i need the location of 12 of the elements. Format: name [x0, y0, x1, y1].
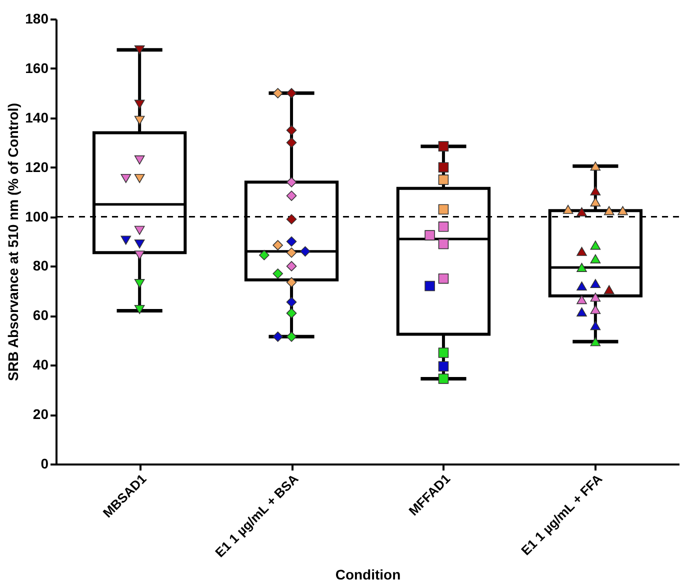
y-tick-label: 20 [32, 406, 49, 422]
y-tick-label: 100 [25, 208, 49, 224]
y-axis-title: SRB Absorvance at 510 nm (% of Control) [5, 103, 22, 381]
y-tick-label: 0 [40, 456, 49, 472]
y-tick-label: 40 [32, 356, 49, 373]
x-axis-title: Condition [335, 566, 401, 582]
y-tick-label: 120 [25, 158, 49, 175]
y-tick-label: 160 [25, 60, 49, 76]
y-tick-label: 180 [25, 10, 49, 26]
y-tick-label: 80 [32, 258, 49, 274]
y-tick-label: 60 [32, 307, 49, 324]
y-tick-label: 140 [25, 109, 49, 126]
